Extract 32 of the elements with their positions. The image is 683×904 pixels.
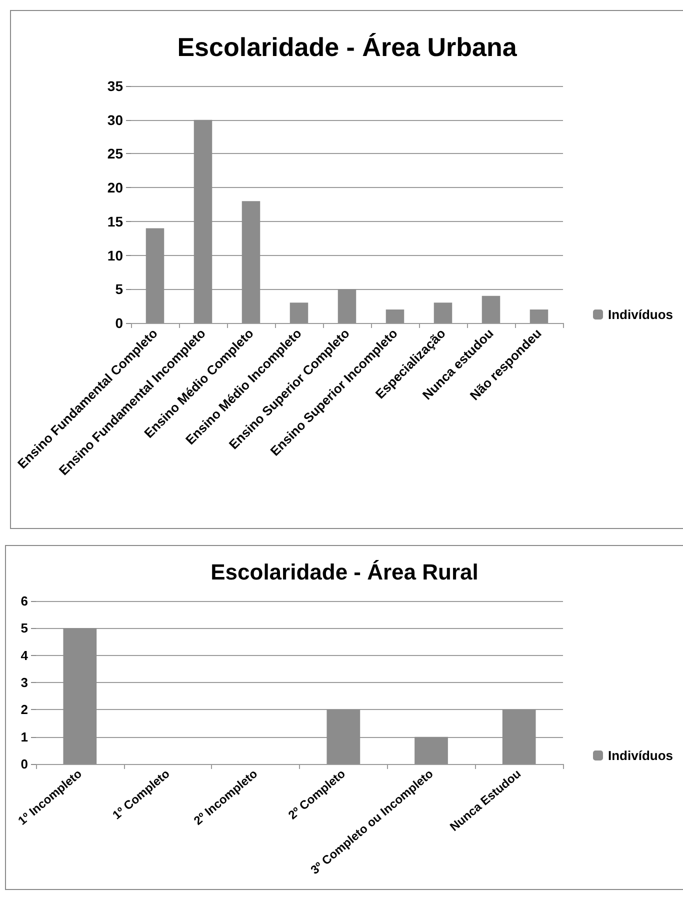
bar [434,302,452,323]
bar [414,736,448,764]
bar [194,120,212,323]
y-tick-label: 2 [20,702,28,718]
legend-label: Indivíduos [608,307,673,322]
y-tick-label: 0 [20,756,28,772]
y-tick-label: 20 [107,180,124,196]
y-tick-label: 6 [20,594,28,608]
y-tick-label: 4 [20,648,29,663]
y-tick-label: 3 [20,675,28,690]
bar [530,309,548,323]
bar [146,228,164,323]
y-tick-label: 5 [20,620,28,636]
bar [338,289,356,323]
y-tick-label: 15 [107,213,124,230]
bar [290,302,308,323]
legend-label: Indivíduos [608,748,673,763]
chart-title: Escolaridade - Área Rural [210,560,478,584]
y-tick-label: 1 [20,729,28,744]
chart-title: Escolaridade - Área Urbana [177,32,518,62]
y-tick-label: 35 [107,78,124,94]
bar [242,201,260,323]
y-tick-label: 5 [115,281,124,298]
y-tick-label: 0 [115,315,124,331]
bar [386,309,404,323]
y-tick-label: 25 [107,146,124,162]
bar [326,710,360,764]
y-tick-label: 30 [107,112,124,128]
bar [63,628,97,764]
bar [482,296,500,323]
y-tick-label: 10 [107,247,124,264]
bar [502,710,536,764]
